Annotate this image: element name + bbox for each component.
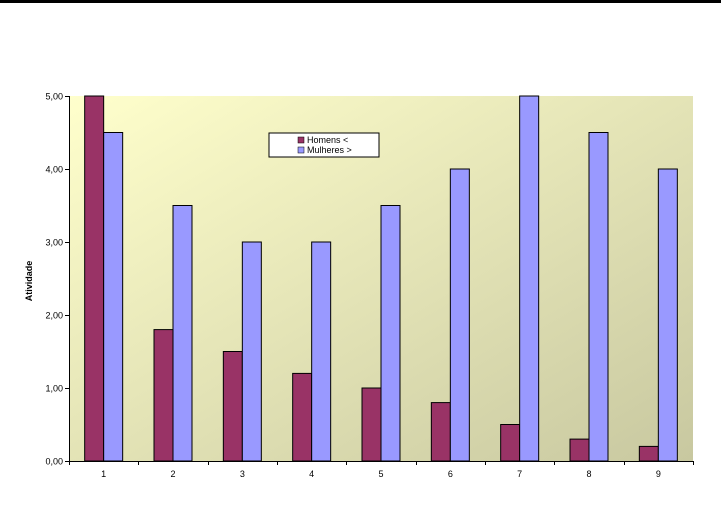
y-tick-label: 0,00	[45, 457, 63, 467]
y-tick-label: 4,00	[45, 165, 63, 175]
legend-label-mulheres: Mulheres >	[307, 145, 352, 155]
y-tick-label: 1,00	[45, 384, 63, 394]
bar-homens	[153, 329, 174, 462]
y-axis-label: Atividade	[24, 261, 34, 302]
bar-homens	[500, 424, 521, 462]
legend-swatch-mulheres	[297, 146, 305, 154]
x-tick-label: 2	[170, 469, 175, 479]
bar-mulheres	[657, 168, 678, 462]
x-tick-label: 9	[656, 469, 661, 479]
x-tick-label: 4	[309, 469, 314, 479]
legend-label-homens: Homens <	[307, 135, 348, 145]
bar-mulheres	[311, 241, 332, 462]
bar-homens	[84, 95, 105, 462]
bars-group	[84, 95, 678, 462]
bar-mulheres	[172, 205, 193, 462]
x-tick-label: 7	[517, 469, 522, 479]
y-tick-label: 2,00	[45, 311, 63, 321]
bar-mulheres	[588, 132, 609, 462]
legend-box	[268, 132, 380, 158]
bar-homens	[361, 387, 382, 462]
x-tick-label: 6	[448, 469, 453, 479]
x-tick-label: 3	[240, 469, 245, 479]
y-tick-label: 3,00	[45, 238, 63, 248]
y-tick-label: 5,00	[45, 92, 63, 102]
bar-homens	[292, 372, 313, 462]
top-rule	[0, 0, 721, 3]
bar-mulheres	[380, 205, 401, 462]
bar-mulheres	[241, 241, 262, 462]
y-ticks-group: 0,00 1,00 2,00 3,00 4,00 5,00	[45, 92, 69, 467]
bar-mulheres	[449, 168, 470, 462]
bar-mulheres	[519, 95, 540, 462]
legend-swatch-homens	[297, 136, 305, 144]
bar-mulheres	[103, 132, 124, 462]
x-tick-label: 5	[378, 469, 383, 479]
bar-homens	[430, 402, 451, 462]
x-tick-label: 1	[101, 469, 106, 479]
legend: Homens < Mulheres >	[268, 132, 380, 158]
bar-homens	[569, 438, 590, 462]
x-tick-label: 8	[586, 469, 591, 479]
bar-homens	[222, 351, 243, 462]
x-ticks-group: 1 2 3 4 5 6 7 8 9	[69, 461, 694, 479]
bar-homens	[638, 445, 659, 462]
